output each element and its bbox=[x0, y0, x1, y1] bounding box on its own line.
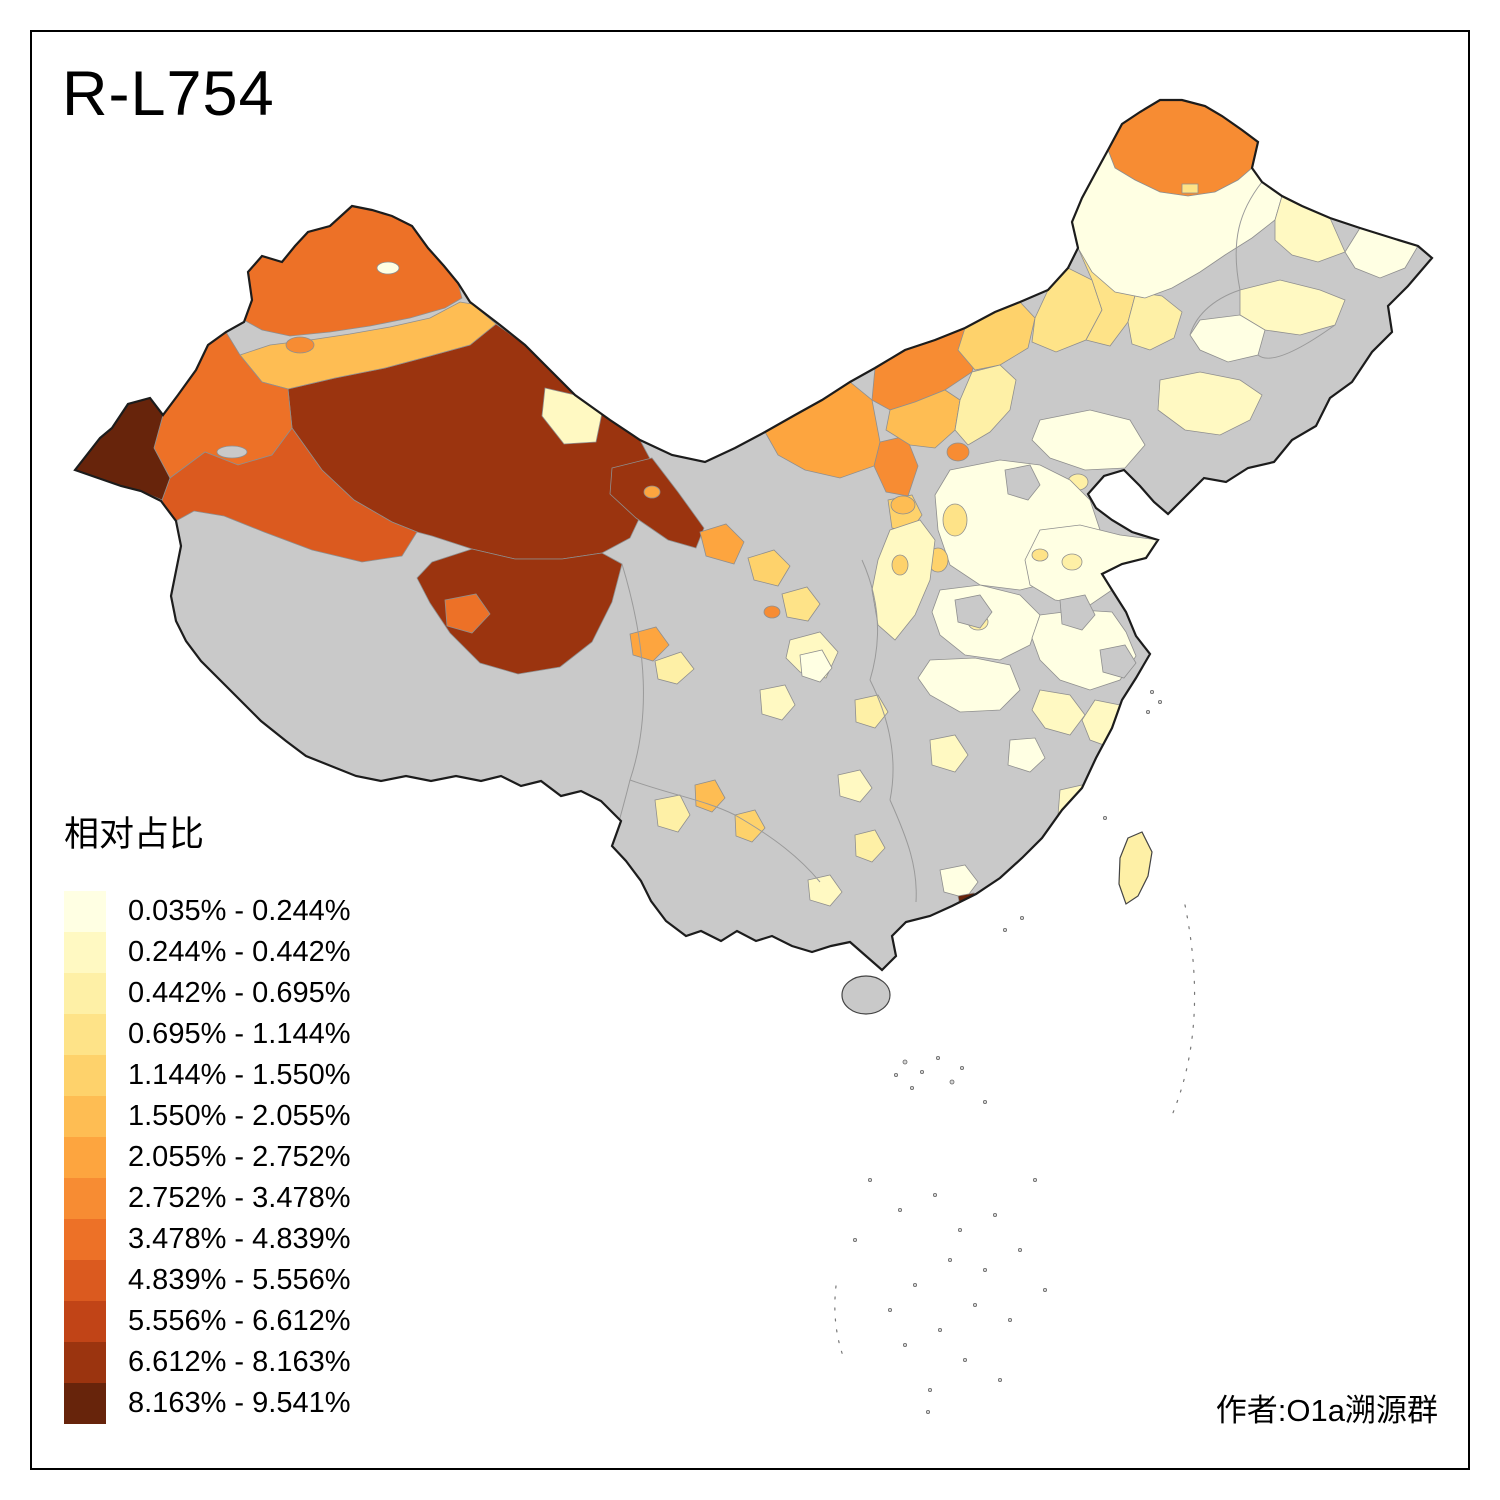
legend-row: 2.055% - 2.752% bbox=[64, 1137, 350, 1178]
legend-label: 5.556% - 6.612% bbox=[128, 1305, 351, 1337]
legend-swatch bbox=[64, 891, 106, 932]
map-region bbox=[946, 442, 970, 462]
map-region bbox=[416, 548, 623, 675]
map-region bbox=[871, 519, 936, 641]
legend-label: 1.550% - 2.055% bbox=[128, 1100, 351, 1132]
legend-swatch bbox=[64, 1178, 106, 1219]
map-region bbox=[1031, 548, 1049, 562]
map-region bbox=[1099, 644, 1137, 679]
legend-label: 0.244% - 0.442% bbox=[128, 936, 351, 968]
legend-row: 1.550% - 2.055% bbox=[64, 1096, 350, 1137]
legend-label: 4.839% - 5.556% bbox=[128, 1264, 351, 1296]
map-region bbox=[694, 779, 726, 813]
legend-swatch bbox=[64, 1219, 106, 1260]
map-region bbox=[654, 651, 695, 685]
map-region bbox=[763, 605, 781, 619]
map-region bbox=[954, 364, 1017, 446]
map-region bbox=[890, 495, 916, 515]
map-region bbox=[1007, 737, 1046, 773]
taiwan-island bbox=[1118, 831, 1153, 905]
map-region bbox=[285, 336, 315, 354]
map-region bbox=[161, 427, 418, 563]
map-region bbox=[1031, 689, 1086, 736]
legend-swatch bbox=[64, 1096, 106, 1137]
legend: 相对占比 0.035% - 0.244% 0.244% - 0.442% 0.442… bbox=[64, 806, 350, 1424]
legend-row: 0.244% - 0.442% bbox=[64, 932, 350, 973]
legend-label: 2.055% - 2.752% bbox=[128, 1141, 351, 1173]
legend-row: 2.752% - 3.478% bbox=[64, 1178, 350, 1219]
map-region bbox=[1059, 594, 1096, 631]
map-region bbox=[1157, 371, 1263, 436]
map-region bbox=[1031, 409, 1146, 471]
legend-row: 8.163% - 9.541% bbox=[64, 1383, 350, 1424]
map-region bbox=[609, 457, 705, 549]
legend-swatch bbox=[64, 1055, 106, 1096]
map-region bbox=[654, 794, 691, 833]
map-region bbox=[1057, 784, 1093, 823]
legend-swatch bbox=[64, 1137, 106, 1178]
map-region bbox=[1061, 553, 1083, 571]
map-title: R-L754 bbox=[62, 59, 275, 129]
map-region bbox=[942, 503, 968, 537]
hainan-island bbox=[841, 975, 891, 1015]
map-region bbox=[643, 485, 661, 499]
map-region bbox=[216, 445, 248, 459]
map-region bbox=[759, 684, 796, 721]
map-region bbox=[854, 829, 886, 863]
legend-items: 0.035% - 0.244% 0.244% - 0.442% 0.442% - 0… bbox=[64, 891, 350, 1424]
legend-label: 8.163% - 9.541% bbox=[128, 1387, 351, 1419]
map-region bbox=[747, 549, 791, 587]
legend-row: 5.556% - 6.612% bbox=[64, 1301, 350, 1342]
legend-row: 6.612% - 8.163% bbox=[64, 1342, 350, 1383]
map-region bbox=[954, 594, 993, 629]
legend-row: 3.478% - 4.839% bbox=[64, 1219, 350, 1260]
legend-label: 1.144% - 1.550% bbox=[128, 1059, 351, 1091]
map-region bbox=[734, 809, 766, 843]
legend-swatch bbox=[64, 1342, 106, 1383]
map-region bbox=[799, 649, 833, 683]
map-region bbox=[629, 626, 670, 662]
legend-label: 0.695% - 1.144% bbox=[128, 1018, 351, 1050]
legend-label: 3.478% - 4.839% bbox=[128, 1223, 351, 1255]
legend-row: 4.839% - 5.556% bbox=[64, 1260, 350, 1301]
legend-label: 6.612% - 8.163% bbox=[128, 1346, 351, 1378]
map-region bbox=[837, 769, 873, 803]
map-region bbox=[1181, 183, 1199, 194]
legend-label: 2.752% - 3.478% bbox=[128, 1182, 351, 1214]
map-region bbox=[781, 586, 821, 622]
legend-row: 0.695% - 1.144% bbox=[64, 1014, 350, 1055]
legend-swatch bbox=[64, 1014, 106, 1055]
map-region bbox=[929, 734, 969, 773]
map-region bbox=[891, 554, 909, 576]
legend-swatch bbox=[64, 1301, 106, 1342]
map-region bbox=[917, 657, 1021, 713]
legend-row: 0.035% - 0.244% bbox=[64, 891, 350, 932]
legend-swatch bbox=[64, 1383, 106, 1424]
sea-islands bbox=[834, 690, 1196, 1415]
map-region bbox=[1189, 314, 1266, 363]
map-region bbox=[807, 874, 843, 907]
legend-swatch bbox=[64, 973, 106, 1014]
province-borders bbox=[611, 181, 1336, 903]
legend-title: 相对占比 bbox=[64, 815, 205, 854]
legend-label: 0.442% - 0.695% bbox=[128, 977, 351, 1009]
legend-swatch bbox=[64, 1260, 106, 1301]
map-region bbox=[699, 523, 745, 565]
legend-swatch bbox=[64, 932, 106, 973]
legend-row: 1.144% - 1.550% bbox=[64, 1055, 350, 1096]
map-region bbox=[939, 864, 979, 899]
region-layer bbox=[75, 100, 1419, 913]
map-region bbox=[1004, 464, 1041, 501]
map-region bbox=[376, 261, 400, 275]
legend-label: 0.035% - 0.244% bbox=[128, 895, 351, 927]
attribution: 作者:O1a溯源群 bbox=[1215, 1393, 1438, 1428]
legend-row: 0.442% - 0.695% bbox=[64, 973, 350, 1014]
map-region bbox=[1024, 524, 1159, 606]
map-region bbox=[444, 593, 491, 634]
